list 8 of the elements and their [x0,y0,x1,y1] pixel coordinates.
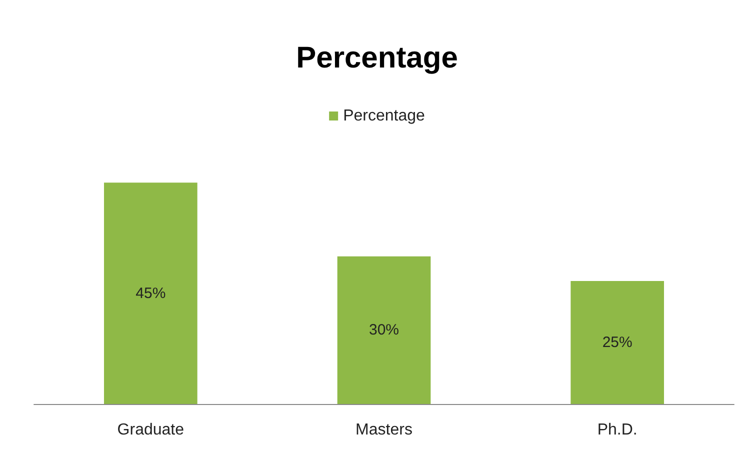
x-tick-label: Ph.D. [597,422,638,438]
x-tick-label: Masters [356,422,412,438]
legend-label: Percentage [343,108,426,124]
data-label: 25% [602,334,632,351]
data-label: 30% [368,322,400,339]
data-label: 45% [136,284,166,302]
x-tick-label: Graduate [117,422,184,438]
chart-title: Percentage [296,42,458,74]
